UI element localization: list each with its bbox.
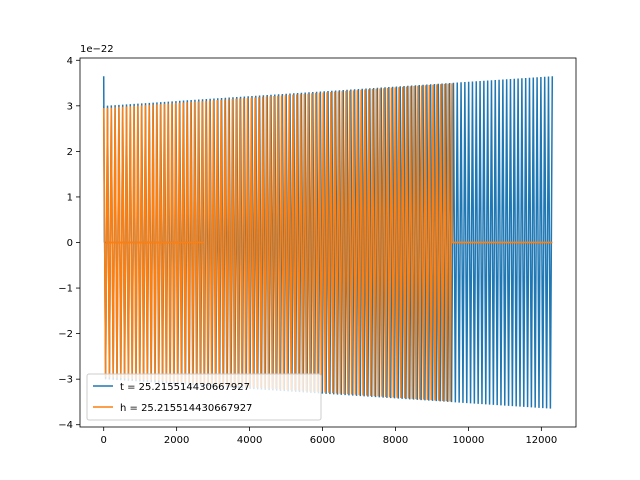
- legend-label: t = 25.215514430667927: [120, 382, 250, 393]
- y-tick-label: 4: [67, 56, 73, 67]
- legend-box: [86, 373, 322, 421]
- y-tick-label: −3: [58, 375, 73, 386]
- x-tick-label: 6000: [310, 435, 335, 446]
- y-tick-label: −4: [58, 420, 73, 431]
- x-tick-label: 12000: [525, 435, 557, 446]
- y-tick-label: −1: [58, 284, 73, 295]
- legend-label: h = 25.215514430667927: [120, 403, 252, 414]
- y-tick-label: 2: [67, 147, 73, 158]
- x-tick-label: 8000: [383, 435, 408, 446]
- y-tick-label: 3: [67, 101, 73, 112]
- y-tick-label: 0: [67, 238, 73, 249]
- y-tick-label: 1: [67, 192, 73, 203]
- x-tick-label: 10000: [453, 435, 485, 446]
- y-scale-offset-label: 1e−22: [80, 44, 114, 55]
- x-tick-label: 4000: [237, 435, 262, 446]
- y-tick-label: −2: [58, 329, 73, 340]
- x-tick-label: 2000: [164, 435, 189, 446]
- y-axis: −4 −3 −2 −1 0 1 2 3 4: [58, 56, 80, 431]
- x-tick-label: 0: [101, 435, 107, 446]
- legend: t = 25.215514430667927 h = 25.21551443066…: [86, 373, 322, 421]
- x-axis: 0 2000 4000 6000 8000 10000 12000: [101, 427, 557, 446]
